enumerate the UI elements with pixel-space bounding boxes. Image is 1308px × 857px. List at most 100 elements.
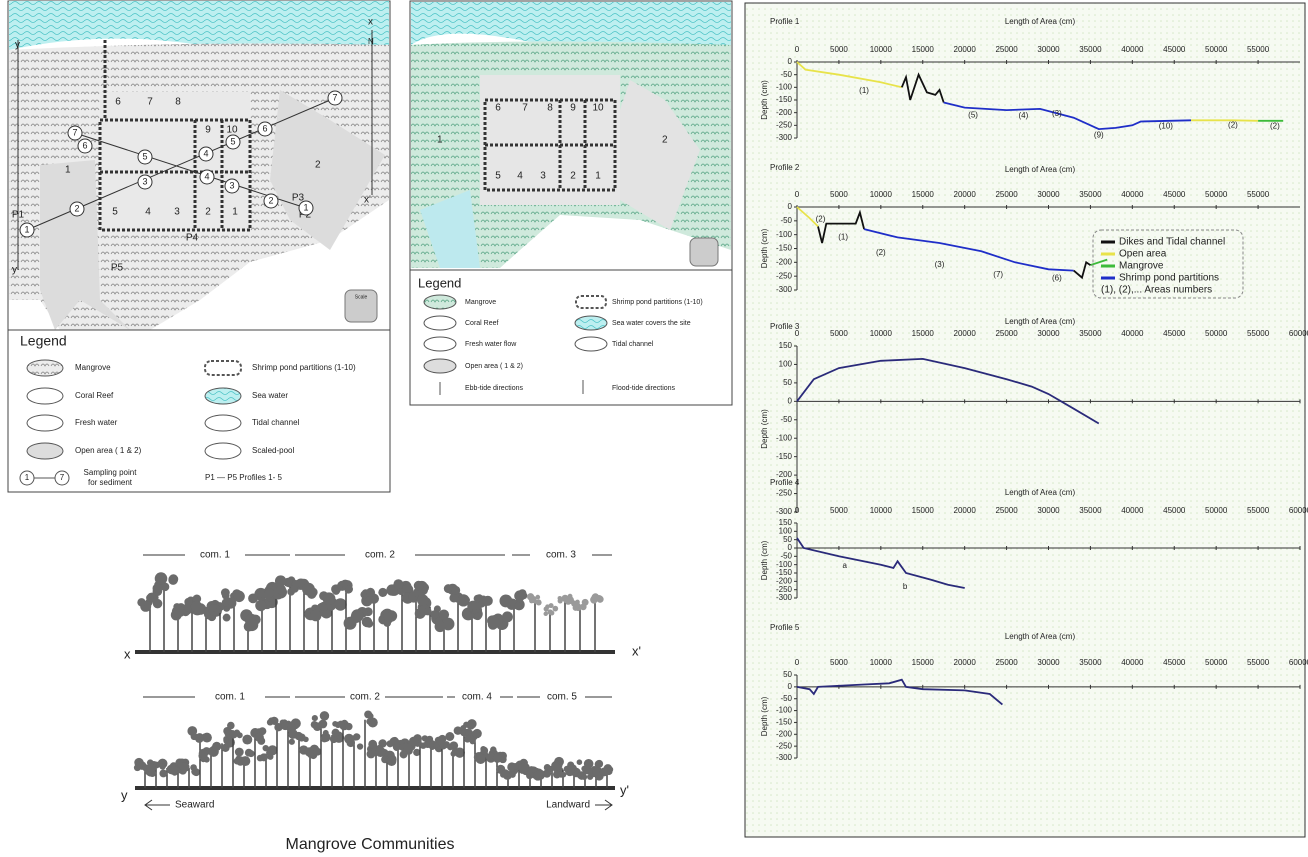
tree-crown <box>417 594 428 605</box>
tree-crown <box>236 756 245 765</box>
partition-label: 4 <box>145 207 151 218</box>
tree-crown <box>370 721 376 727</box>
tree-crown <box>409 737 419 747</box>
partition-label: 4 <box>517 171 523 182</box>
annotation: (7) <box>993 270 1003 279</box>
tree-crown <box>351 609 364 622</box>
x-axis-label: Length of Area (cm) <box>1005 17 1076 26</box>
legend-item: Flood-tide directions <box>612 385 676 392</box>
tree-crown <box>549 610 554 615</box>
y-tick-label: 150 <box>779 341 793 350</box>
x-tick-label: 55000 <box>1247 190 1270 199</box>
community-label: com. 4 <box>462 692 492 703</box>
tree-crown <box>375 747 385 757</box>
tree-crown <box>450 751 456 757</box>
partition-label: 6 <box>495 103 501 114</box>
x-tick-label: 30000 <box>1037 506 1060 515</box>
tree-crown <box>368 740 377 749</box>
x-tick-label: 15000 <box>912 658 935 667</box>
annotation: a <box>843 561 848 570</box>
tree-crown <box>451 742 457 748</box>
tree-crown <box>190 764 197 771</box>
tree-crown <box>312 715 318 721</box>
x-tick-label: 5000 <box>830 190 848 199</box>
legend-item: Coral Reef <box>75 391 114 400</box>
legend-item: Sampling point <box>84 468 138 477</box>
partition-label: 7 <box>522 103 528 114</box>
sampling-label: 7 <box>332 92 337 102</box>
tree-crown <box>153 584 162 593</box>
sampling-label: 3 <box>142 176 147 186</box>
legend-label: Mangrove <box>1119 261 1164 272</box>
annotation: b <box>903 582 908 591</box>
y-tick-label: -50 <box>780 694 792 703</box>
tree-crown <box>519 763 529 773</box>
x-tick-label: 40000 <box>1121 329 1144 338</box>
x-tick-label: 10000 <box>870 329 893 338</box>
tree-crown <box>310 610 321 621</box>
tree-crown <box>235 748 244 757</box>
y-tick-label: -50 <box>780 216 792 225</box>
x-tick-label: 25000 <box>995 45 1018 54</box>
tree-crown <box>367 712 373 718</box>
legend-item: Fresh water <box>75 418 118 427</box>
legend-label: Dikes and Tidal channel <box>1119 237 1225 248</box>
tree-crown <box>220 744 226 750</box>
tree-crown <box>200 756 206 762</box>
tree-crown <box>464 736 471 743</box>
y-tick-label: -100 <box>776 230 793 239</box>
scale-label: Scale <box>355 294 368 300</box>
legend-label: Shrimp pond partitions <box>1119 273 1219 284</box>
legend-item: Shrimp pond partitions (1-10) <box>612 299 703 306</box>
tree-crown <box>302 583 315 596</box>
x-tick-label: 25000 <box>995 506 1018 515</box>
legend-item: for sediment <box>88 478 133 487</box>
tree-crown <box>580 604 587 611</box>
community-label: com. 5 <box>547 692 577 703</box>
tree-crown <box>323 592 336 605</box>
chart-title: Profile 4 <box>770 478 800 487</box>
tree-crown <box>172 606 184 618</box>
tree-crown <box>275 575 286 586</box>
x-tick-label: 20000 <box>954 506 977 515</box>
x-tick-label: 40000 <box>1121 506 1144 515</box>
x-tick-label: 30000 <box>1037 658 1060 667</box>
tree-crown <box>460 725 466 731</box>
legend-title: Legend <box>20 333 67 349</box>
y-tick-label: -150 <box>776 452 793 461</box>
partition-label: 2 <box>205 207 211 218</box>
x-tick-label: 50000 <box>1205 45 1228 54</box>
y-tick-label: 0 <box>788 682 793 691</box>
area-label: 2 <box>662 135 668 146</box>
tree-crown <box>199 749 208 758</box>
tree-crown <box>232 589 241 598</box>
tree-crown <box>474 595 482 603</box>
x-tick-label: 50000 <box>1205 506 1228 515</box>
legend-item: Mangrove <box>465 299 496 306</box>
figure-title: Mangrove Communities <box>286 836 455 853</box>
x-tick-label: 15000 <box>912 190 935 199</box>
y-tick-label: -150 <box>776 718 793 727</box>
x-tick-label: 10000 <box>870 658 893 667</box>
chart-title: Profile 1 <box>770 17 800 26</box>
x-tick-label: 25000 <box>995 329 1018 338</box>
x-tick-label: 15000 <box>912 329 935 338</box>
axis-label: y' <box>12 265 19 276</box>
x-tick-label: 60000 <box>1289 658 1308 667</box>
tree-crown <box>518 589 526 597</box>
area-label: 1 <box>437 135 443 146</box>
y-axis-label: Depth (cm) <box>760 228 769 268</box>
y-tick-label: -200 <box>776 257 793 266</box>
y-tick-label: 50 <box>783 670 792 679</box>
tree-crown <box>159 770 167 778</box>
figure: y x y' x' N Scale 6789105432112P1P2P3P4P… <box>0 0 1308 857</box>
x-tick-label: 55000 <box>1247 45 1270 54</box>
partition-label: 5 <box>112 207 118 218</box>
tree-crown <box>567 769 573 775</box>
annotation: (2) <box>1228 120 1238 129</box>
tree-crown <box>146 594 153 601</box>
y-tick-label: 0 <box>788 57 793 66</box>
x-tick-label: 20000 <box>954 329 977 338</box>
tree-crown <box>445 732 454 741</box>
partition-label: 1 <box>595 171 601 182</box>
